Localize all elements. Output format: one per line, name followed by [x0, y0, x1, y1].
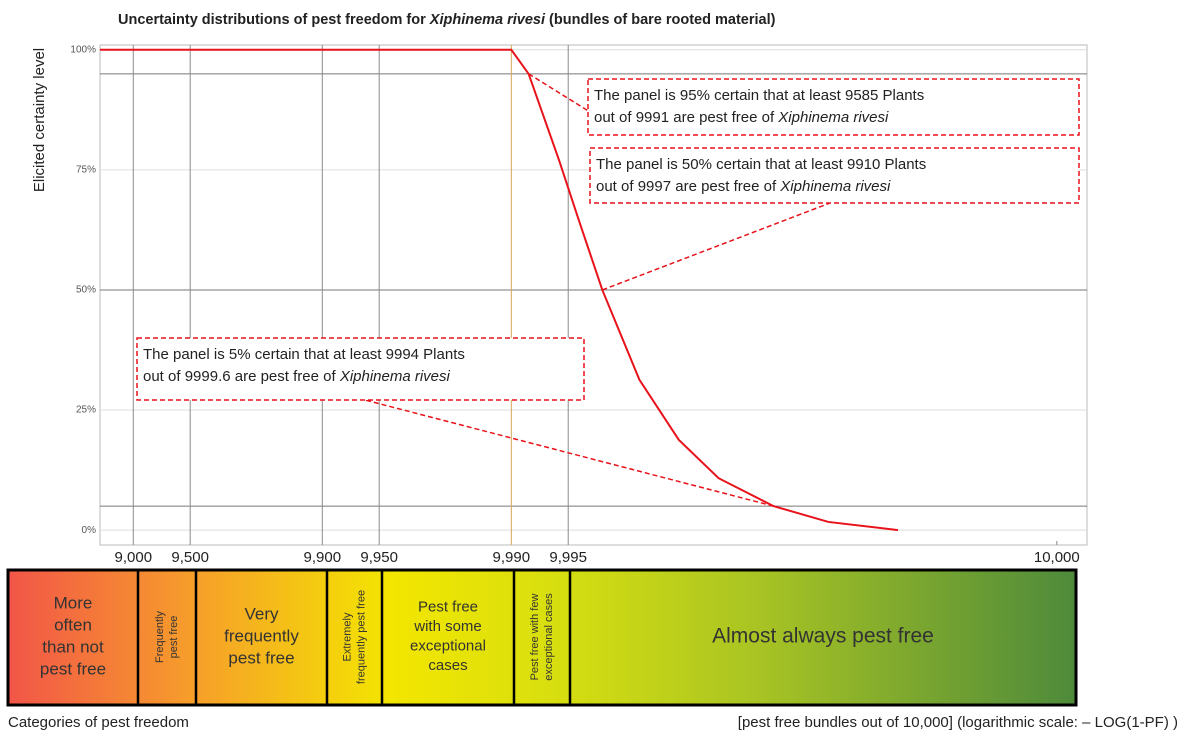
annotation-part: The panel is 5% certain that at least 99…: [143, 346, 465, 363]
x-tick-label: 10,000: [1034, 549, 1080, 566]
y-tick-label: 75%: [76, 165, 96, 176]
line-series: [100, 48, 899, 532]
category-label: cases: [428, 657, 467, 674]
x-tick-label: 9,500: [171, 549, 209, 566]
category-label: Almost always pest free: [712, 625, 934, 648]
category-label: often: [54, 615, 92, 634]
annotation-part: out of 9997 are pest free of: [596, 178, 780, 195]
plot-frame: [99, 44, 1088, 546]
y-tick-label: 50%: [76, 285, 96, 296]
category-label: Extremely: [341, 612, 353, 661]
x-tick-label: 9,990: [493, 549, 531, 566]
annotation-box: [587, 78, 1080, 136]
title-part: (bundles of bare rooted material): [545, 12, 776, 28]
annotation-text: out of 9999.6 are pest free of Xiphinema…: [143, 368, 451, 385]
title-part: Uncertainty distributions of pest freedo…: [118, 12, 430, 28]
annotation-text: The panel is 5% certain that at least 99…: [143, 346, 465, 363]
caption: Categories of pest freedom: [8, 714, 189, 731]
annotation-leader: [602, 202, 831, 291]
annotation-text: The panel is 50% certain that at least 9…: [596, 156, 926, 173]
annotation-part: Xiphinema rivesi: [777, 109, 889, 126]
category-label: Pest free: [418, 599, 478, 616]
y-tick-label: 0%: [82, 525, 97, 536]
annotation-box: [589, 147, 1080, 204]
annotation-part: out of 9999.6 are pest free of: [143, 368, 340, 385]
y-tick-label: 25%: [76, 405, 96, 416]
category-label: with some: [413, 618, 482, 635]
category-label: exceptional: [410, 638, 486, 655]
category-label: pest free: [228, 649, 294, 668]
x-tick-label: 9,995: [549, 549, 587, 566]
annotation-part: Xiphinema rivesi: [339, 368, 451, 385]
chart-title: Uncertainty distributions of pest freedo…: [118, 12, 776, 28]
title-part: Xiphinema rivesi: [429, 12, 546, 28]
annotation-text: The panel is 95% certain that at least 9…: [594, 87, 924, 104]
x-axis-label: [pest free bundles out of 10,000] (logar…: [738, 714, 1178, 731]
category-label: pest free: [168, 616, 180, 659]
category-bar: [6, 568, 1078, 707]
annotation-leader: [364, 399, 774, 507]
annotation-part: The panel is 95% certain that at least 9…: [594, 87, 924, 104]
annotation-leader: [528, 73, 591, 113]
category-label: Frequently: [154, 611, 166, 663]
y-tick-label: 100%: [70, 44, 96, 55]
category-label: frequently pest free: [356, 590, 368, 684]
y-axis-label: Elicited certainty level: [31, 48, 48, 192]
category-label: More: [54, 593, 93, 612]
annotation-part: out of 9991 are pest free of: [594, 109, 778, 126]
annotation-part: Xiphinema rivesi: [779, 178, 891, 195]
x-tick-label: 9,000: [115, 549, 153, 566]
category-label: exceptional cases: [543, 593, 555, 681]
category-label: pest free: [40, 660, 106, 679]
category-label: Pest free with few: [529, 594, 541, 681]
x-tick-label: 9,950: [360, 549, 398, 566]
x-tick-label: 9,900: [304, 549, 342, 566]
annotation-text: out of 9997 are pest free of Xiphinema r…: [596, 178, 891, 195]
category-label: frequently: [224, 626, 299, 645]
annotation-part: The panel is 50% certain that at least 9…: [596, 156, 926, 173]
annotation-text: out of 9991 are pest free of Xiphinema r…: [594, 109, 889, 126]
category-label: than not: [42, 638, 104, 657]
category-label: Very: [244, 604, 279, 623]
annotation-box: [136, 337, 585, 401]
